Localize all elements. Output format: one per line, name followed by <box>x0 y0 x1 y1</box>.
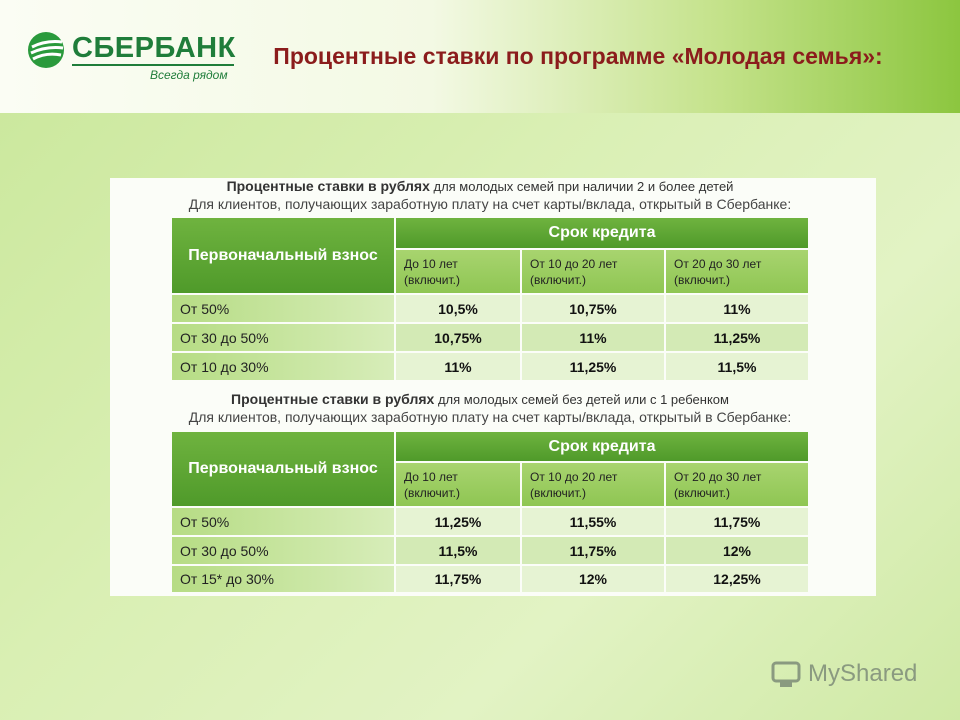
row-label: От 10 до 30% <box>172 353 396 382</box>
rate-cell: 11,25% <box>522 353 666 382</box>
header-band <box>0 0 960 113</box>
row-label: От 50% <box>172 295 396 324</box>
rate-cell: 11,75% <box>396 566 522 594</box>
rate-cell: 10,75% <box>396 324 522 353</box>
logo-line <box>72 64 234 66</box>
caption-rest: для молодых семей при наличии 2 и более … <box>433 179 734 194</box>
row-label: От 50% <box>172 508 396 537</box>
rate-cell: 11,25% <box>396 508 522 537</box>
rate-cell: 11,25% <box>666 324 810 353</box>
row-label: От 15* до 30% <box>172 566 396 594</box>
column-header: От 10 до 20 лет (включит.) <box>522 250 666 295</box>
rate-cell: 10,75% <box>522 295 666 324</box>
logo-slogan: Всегда рядом <box>150 68 228 82</box>
row-header: Первоначальный взнос <box>172 218 396 295</box>
table-subcaption: Для клиентов, получающих заработную плат… <box>188 409 792 425</box>
watermark-icon <box>771 661 801 687</box>
row-header: Первоначальный взнос <box>172 432 396 508</box>
column-header: До 10 лет (включит.) <box>396 250 522 295</box>
table-caption: Процентные ставки в рублях для молодых с… <box>0 178 960 194</box>
column-header: От 10 до 20 лет (включит.) <box>522 463 666 508</box>
watermark: MyShared <box>808 660 918 687</box>
logo-name: СБЕРБАНК <box>72 32 236 64</box>
rate-cell: 11% <box>396 353 522 382</box>
rate-cell: 11,75% <box>522 537 666 566</box>
rate-cell: 11% <box>666 295 810 324</box>
caption-bold: Процентные ставки в рублях <box>231 391 435 407</box>
caption-bold: Процентные ставки в рублях <box>226 178 430 194</box>
rate-cell: 11% <box>522 324 666 353</box>
table-caption: Процентные ставки в рублях для молодых с… <box>0 391 960 407</box>
row-label: От 30 до 50% <box>172 324 396 353</box>
column-header: От 20 до 30 лет (включит.) <box>666 463 810 508</box>
rate-cell: 10,5% <box>396 295 522 324</box>
rate-cell: 11,75% <box>666 508 810 537</box>
rate-cell: 11,5% <box>396 537 522 566</box>
column-header: От 20 до 30 лет (включит.) <box>666 250 810 295</box>
rate-cell: 12% <box>666 537 810 566</box>
rate-cell: 12,25% <box>666 566 810 594</box>
slide-title: Процентные ставки по программе «Молодая … <box>273 43 883 69</box>
column-header: До 10 лет (включит.) <box>396 463 522 508</box>
group-header: Срок кредита <box>396 218 810 250</box>
rate-cell: 11,55% <box>522 508 666 537</box>
rate-cell: 11,5% <box>666 353 810 382</box>
logo-mark <box>28 32 64 68</box>
rate-cell: 12% <box>522 566 666 594</box>
row-label: От 30 до 50% <box>172 537 396 566</box>
caption-rest: для молодых семей без детей или с 1 ребе… <box>437 392 729 407</box>
table-subcaption: Для клиентов, получающих заработную плат… <box>188 196 792 212</box>
group-header: Срок кредита <box>396 432 810 463</box>
